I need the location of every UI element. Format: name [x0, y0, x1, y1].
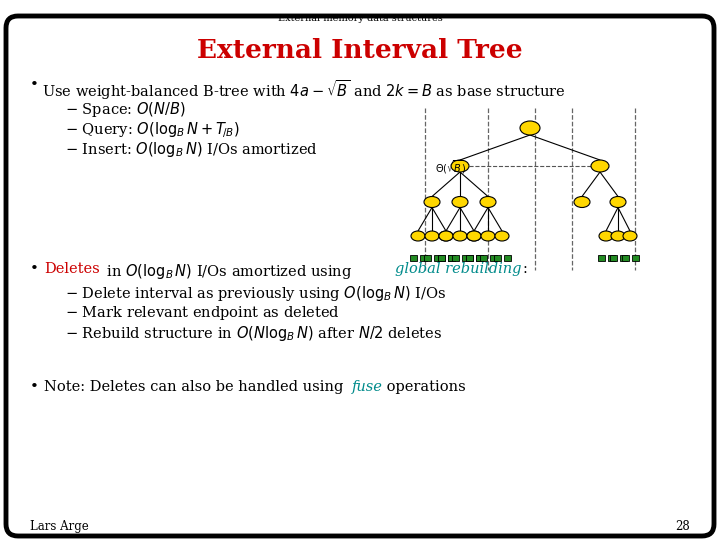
Text: Deletes: Deletes: [44, 262, 100, 276]
Text: $-$ Rebuild structure in $O(N \log_B N)$ after $N/2$ deletes: $-$ Rebuild structure in $O(N \log_B N)$…: [65, 324, 442, 343]
Bar: [410, 255, 416, 261]
Text: •: •: [30, 78, 39, 92]
Bar: [610, 255, 616, 261]
Ellipse shape: [467, 231, 481, 241]
Bar: [608, 255, 614, 261]
Text: External memory data structures: External memory data structures: [278, 14, 442, 23]
Ellipse shape: [610, 197, 626, 207]
Bar: [448, 255, 454, 261]
Text: •: •: [30, 380, 39, 394]
Text: $-$ Delete interval as previously using $O(\log_B N)$ I/Os: $-$ Delete interval as previously using …: [65, 284, 446, 303]
Bar: [598, 255, 605, 261]
Ellipse shape: [467, 231, 481, 241]
Bar: [475, 255, 482, 261]
Ellipse shape: [439, 231, 453, 241]
Text: $-$ Mark relevant endpoint as deleted: $-$ Mark relevant endpoint as deleted: [65, 304, 340, 322]
Bar: [480, 255, 487, 261]
Text: Use weight-balanced B-tree with $4a - \sqrt{B}$ and $2k{=}B$ as base structure: Use weight-balanced B-tree with $4a - \s…: [42, 78, 566, 102]
Text: $-$ Space: $O(N/B)$: $-$ Space: $O(N/B)$: [65, 100, 186, 119]
Bar: [475, 255, 482, 261]
Ellipse shape: [480, 197, 496, 207]
Text: 28: 28: [675, 520, 690, 533]
Text: operations: operations: [382, 380, 466, 394]
Ellipse shape: [574, 197, 590, 207]
Ellipse shape: [452, 197, 468, 207]
FancyBboxPatch shape: [6, 16, 714, 536]
Ellipse shape: [424, 197, 440, 207]
Ellipse shape: [481, 231, 495, 241]
Text: global rebuilding: global rebuilding: [395, 262, 521, 276]
Text: •: •: [30, 262, 39, 276]
Bar: [631, 255, 639, 261]
Text: $-$ Insert: $O(\log_B N)$ I/Os amortized: $-$ Insert: $O(\log_B N)$ I/Os amortized: [65, 140, 318, 159]
Ellipse shape: [451, 160, 469, 172]
Bar: [433, 255, 441, 261]
Bar: [420, 255, 426, 261]
Bar: [438, 255, 444, 261]
Text: Note: Deletes can also be handled using: Note: Deletes can also be handled using: [44, 380, 348, 394]
Bar: [451, 255, 459, 261]
Bar: [462, 255, 469, 261]
Ellipse shape: [591, 160, 609, 172]
Text: External Interval Tree: External Interval Tree: [197, 38, 523, 63]
Bar: [490, 255, 497, 261]
Bar: [438, 255, 444, 261]
Bar: [423, 255, 431, 261]
Bar: [619, 255, 626, 261]
Text: fuse: fuse: [352, 380, 383, 394]
Ellipse shape: [439, 231, 453, 241]
Ellipse shape: [495, 231, 509, 241]
Text: Lars Arge: Lars Arge: [30, 520, 89, 533]
Text: in $O(\log_B N)$ I/Os amortized using: in $O(\log_B N)$ I/Os amortized using: [102, 262, 353, 281]
Ellipse shape: [411, 231, 425, 241]
Ellipse shape: [599, 231, 613, 241]
Bar: [493, 255, 500, 261]
Bar: [503, 255, 510, 261]
Bar: [466, 255, 472, 261]
Ellipse shape: [520, 121, 540, 135]
Ellipse shape: [425, 231, 439, 241]
Ellipse shape: [611, 231, 625, 241]
Bar: [448, 255, 454, 261]
Text: $-$ Query: $O(\log_B N + T_{\!/B})$: $-$ Query: $O(\log_B N + T_{\!/B})$: [65, 120, 240, 140]
Ellipse shape: [453, 231, 467, 241]
Text: $\Theta(\sqrt{B})$: $\Theta(\sqrt{B})$: [435, 158, 467, 176]
Bar: [621, 255, 629, 261]
Ellipse shape: [623, 231, 637, 241]
Text: :: :: [522, 262, 527, 276]
Bar: [466, 255, 472, 261]
